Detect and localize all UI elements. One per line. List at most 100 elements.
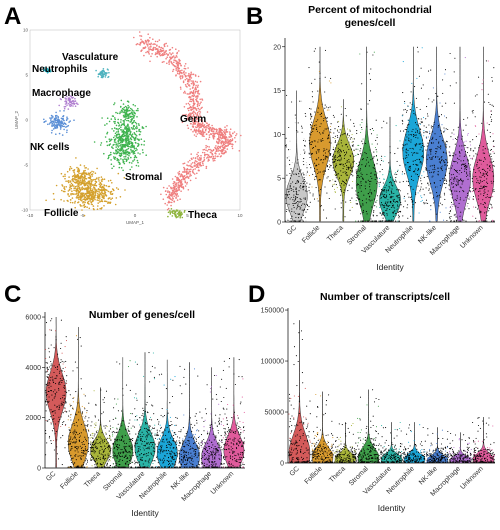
data-point (415, 145, 417, 147)
umap-point (120, 124, 123, 127)
umap-point (215, 153, 217, 155)
umap-point (192, 115, 195, 117)
umap-point (112, 147, 114, 150)
data-point (383, 178, 385, 180)
umap-point (181, 69, 183, 72)
data-point (380, 192, 382, 194)
data-point (441, 171, 443, 173)
data-point (381, 127, 383, 129)
umap-point (198, 157, 201, 159)
umap-point (166, 45, 169, 47)
data-point (348, 157, 350, 159)
umap-point (197, 158, 199, 160)
umap-point (71, 190, 73, 192)
data-point (409, 166, 411, 168)
umap-point (195, 135, 197, 138)
data-point (412, 148, 415, 150)
data-point (324, 116, 326, 119)
umap-point (187, 189, 190, 191)
umap-point (126, 150, 128, 153)
data-point (340, 194, 342, 196)
data-point (293, 202, 295, 205)
umap-point (96, 196, 99, 199)
data-point (300, 180, 302, 182)
data-point (387, 199, 389, 201)
data-point (360, 148, 362, 150)
umap-point (204, 121, 207, 123)
umap-label-vasculature: Vasculature (62, 52, 119, 63)
umap-point (87, 182, 89, 184)
data-point (408, 140, 410, 142)
umap-point (106, 123, 108, 125)
umap-y-tick-label: 0 (25, 118, 28, 123)
data-point (450, 201, 453, 203)
data-point (356, 195, 358, 197)
data-point (342, 125, 344, 127)
data-point (396, 208, 398, 210)
data-point (323, 117, 325, 120)
umap-point (82, 181, 84, 183)
umap-point (196, 81, 198, 83)
data-point (339, 135, 341, 137)
data-point (409, 167, 411, 169)
umap-point (93, 184, 96, 186)
umap-point (122, 161, 125, 164)
data-point (310, 153, 312, 155)
umap-point (190, 73, 193, 75)
umap-point (112, 152, 115, 154)
umap-point (186, 83, 189, 85)
umap-point (161, 53, 164, 55)
data-point (459, 145, 461, 147)
umap-point (90, 181, 93, 183)
umap-point (194, 90, 197, 93)
data-point (309, 142, 311, 144)
umap-point (176, 61, 179, 64)
umap-point (88, 174, 91, 176)
umap-point (122, 149, 124, 151)
data-point (435, 186, 437, 188)
umap-point (211, 152, 213, 155)
data-point (285, 197, 287, 199)
umap-point (45, 199, 47, 202)
data-point (404, 200, 406, 202)
data-point (392, 202, 394, 204)
data-point (286, 157, 288, 159)
umap-point (203, 152, 206, 154)
umap-point (210, 127, 212, 130)
data-point (304, 151, 306, 153)
data-point (406, 152, 408, 154)
data-point (419, 162, 421, 164)
data-point (286, 194, 288, 196)
umap-point (184, 180, 186, 182)
data-point (321, 111, 323, 113)
data-point (472, 185, 474, 187)
data-point (449, 155, 451, 157)
data-point (441, 155, 443, 158)
umap-point (103, 184, 106, 187)
umap-point (195, 131, 197, 134)
data-point (320, 166, 322, 168)
data-point (484, 220, 486, 222)
umap-point (44, 70, 47, 72)
data-point (396, 189, 398, 191)
umap-point (176, 70, 179, 73)
data-point (440, 146, 442, 148)
data-point (466, 171, 468, 173)
umap-point (128, 141, 130, 143)
data-point (467, 147, 469, 149)
data-point (340, 159, 342, 161)
data-point (348, 165, 350, 167)
data-point (451, 165, 453, 167)
data-point (348, 135, 350, 137)
data-point (352, 163, 354, 165)
data-point (434, 178, 436, 180)
data-point (337, 136, 339, 138)
umap-point (220, 142, 223, 145)
umap-point (163, 53, 166, 56)
data-point (379, 171, 381, 173)
umap-point (122, 160, 124, 162)
umap-point (76, 185, 78, 187)
umap-point (210, 149, 213, 152)
umap-point (121, 146, 124, 148)
data-point (398, 217, 400, 219)
